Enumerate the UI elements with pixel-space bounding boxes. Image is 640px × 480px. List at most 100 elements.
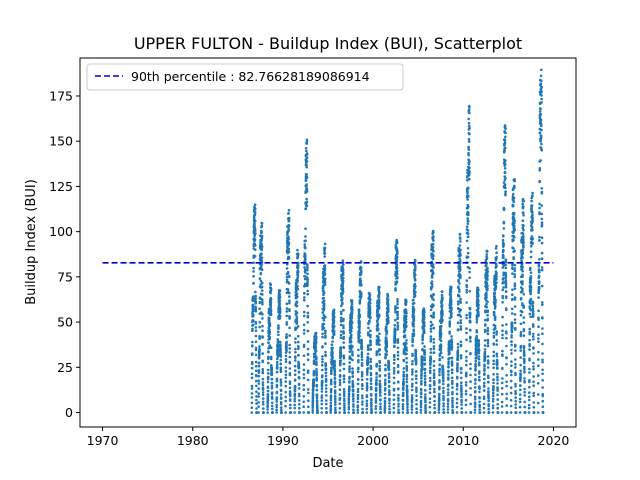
data-point [293,399,297,403]
data-point [323,280,327,284]
data-point [501,329,504,333]
data-point [539,137,543,141]
data-point [523,405,527,409]
data-point [537,296,540,299]
data-point [455,388,459,391]
data-point [360,355,364,359]
data-point [369,333,372,337]
data-point [374,407,378,411]
data-point [537,275,541,278]
data-point [330,343,334,347]
data-point [329,387,333,391]
data-point [433,406,436,410]
data-point [505,344,508,348]
data-point [296,255,300,259]
data-point [343,411,347,414]
legend: 90th percentile : 82.76628189086914 [86,63,404,91]
data-point [306,304,310,308]
data-point [540,223,544,226]
data-point [312,369,316,373]
data-point [287,237,290,241]
data-point [541,301,544,304]
data-point [513,275,517,279]
data-point [329,378,333,382]
data-point [357,358,360,362]
data-point [250,411,254,414]
data-point [295,315,299,318]
data-point [403,328,407,331]
data-point [365,399,369,403]
data-point [519,297,523,301]
data-point [469,352,472,355]
data-point [325,411,328,414]
data-point [456,328,460,331]
data-point [405,339,408,342]
data-point [351,354,354,357]
data-point [521,202,524,206]
data-point [260,245,264,248]
data-point [288,373,292,377]
data-point [464,392,468,396]
data-point [315,400,319,403]
data-point [540,94,543,97]
data-point [341,279,345,283]
data-point [541,317,544,320]
data-point [492,373,495,376]
data-point [289,406,292,410]
data-point [284,380,288,383]
data-point [413,268,417,271]
data-point [250,353,254,357]
data-point [377,305,381,308]
data-point [351,375,355,378]
data-point [297,345,300,349]
data-point [464,383,468,387]
data-point [397,393,400,397]
data-point [401,407,405,411]
data-point [483,350,487,354]
data-point [415,411,419,414]
data-point [395,258,399,261]
data-point [423,383,427,387]
data-point [513,298,517,301]
data-point [270,404,274,408]
data-point [386,307,390,310]
data-point [467,140,471,143]
data-point [314,331,318,335]
data-point [442,404,445,408]
data-point [405,320,408,324]
data-point [496,398,500,401]
data-point [477,310,480,314]
data-point [406,397,409,401]
data-point [432,304,435,307]
data-point [323,272,327,276]
data-point [306,278,309,282]
data-point [411,382,414,386]
data-point [252,282,255,285]
data-point [423,358,427,362]
data-point [510,348,513,352]
data-point [305,142,309,145]
data-point [442,389,445,393]
data-point [469,367,472,371]
data-point [261,298,264,302]
data-point [303,277,307,281]
data-point [469,393,472,397]
data-point [482,389,486,392]
data-point [277,324,280,327]
data-point [432,230,435,234]
data-point [423,380,427,384]
data-point [285,349,288,353]
data-point [352,400,355,403]
data-point [449,298,453,302]
data-point [415,403,418,406]
data-point [323,283,327,286]
data-point [419,408,423,412]
data-point [536,393,540,396]
data-point [395,269,399,273]
data-point [501,333,504,337]
data-point [258,301,262,304]
data-point [491,404,495,407]
data-point [397,380,400,384]
data-point [450,360,454,363]
data-point [306,268,309,272]
